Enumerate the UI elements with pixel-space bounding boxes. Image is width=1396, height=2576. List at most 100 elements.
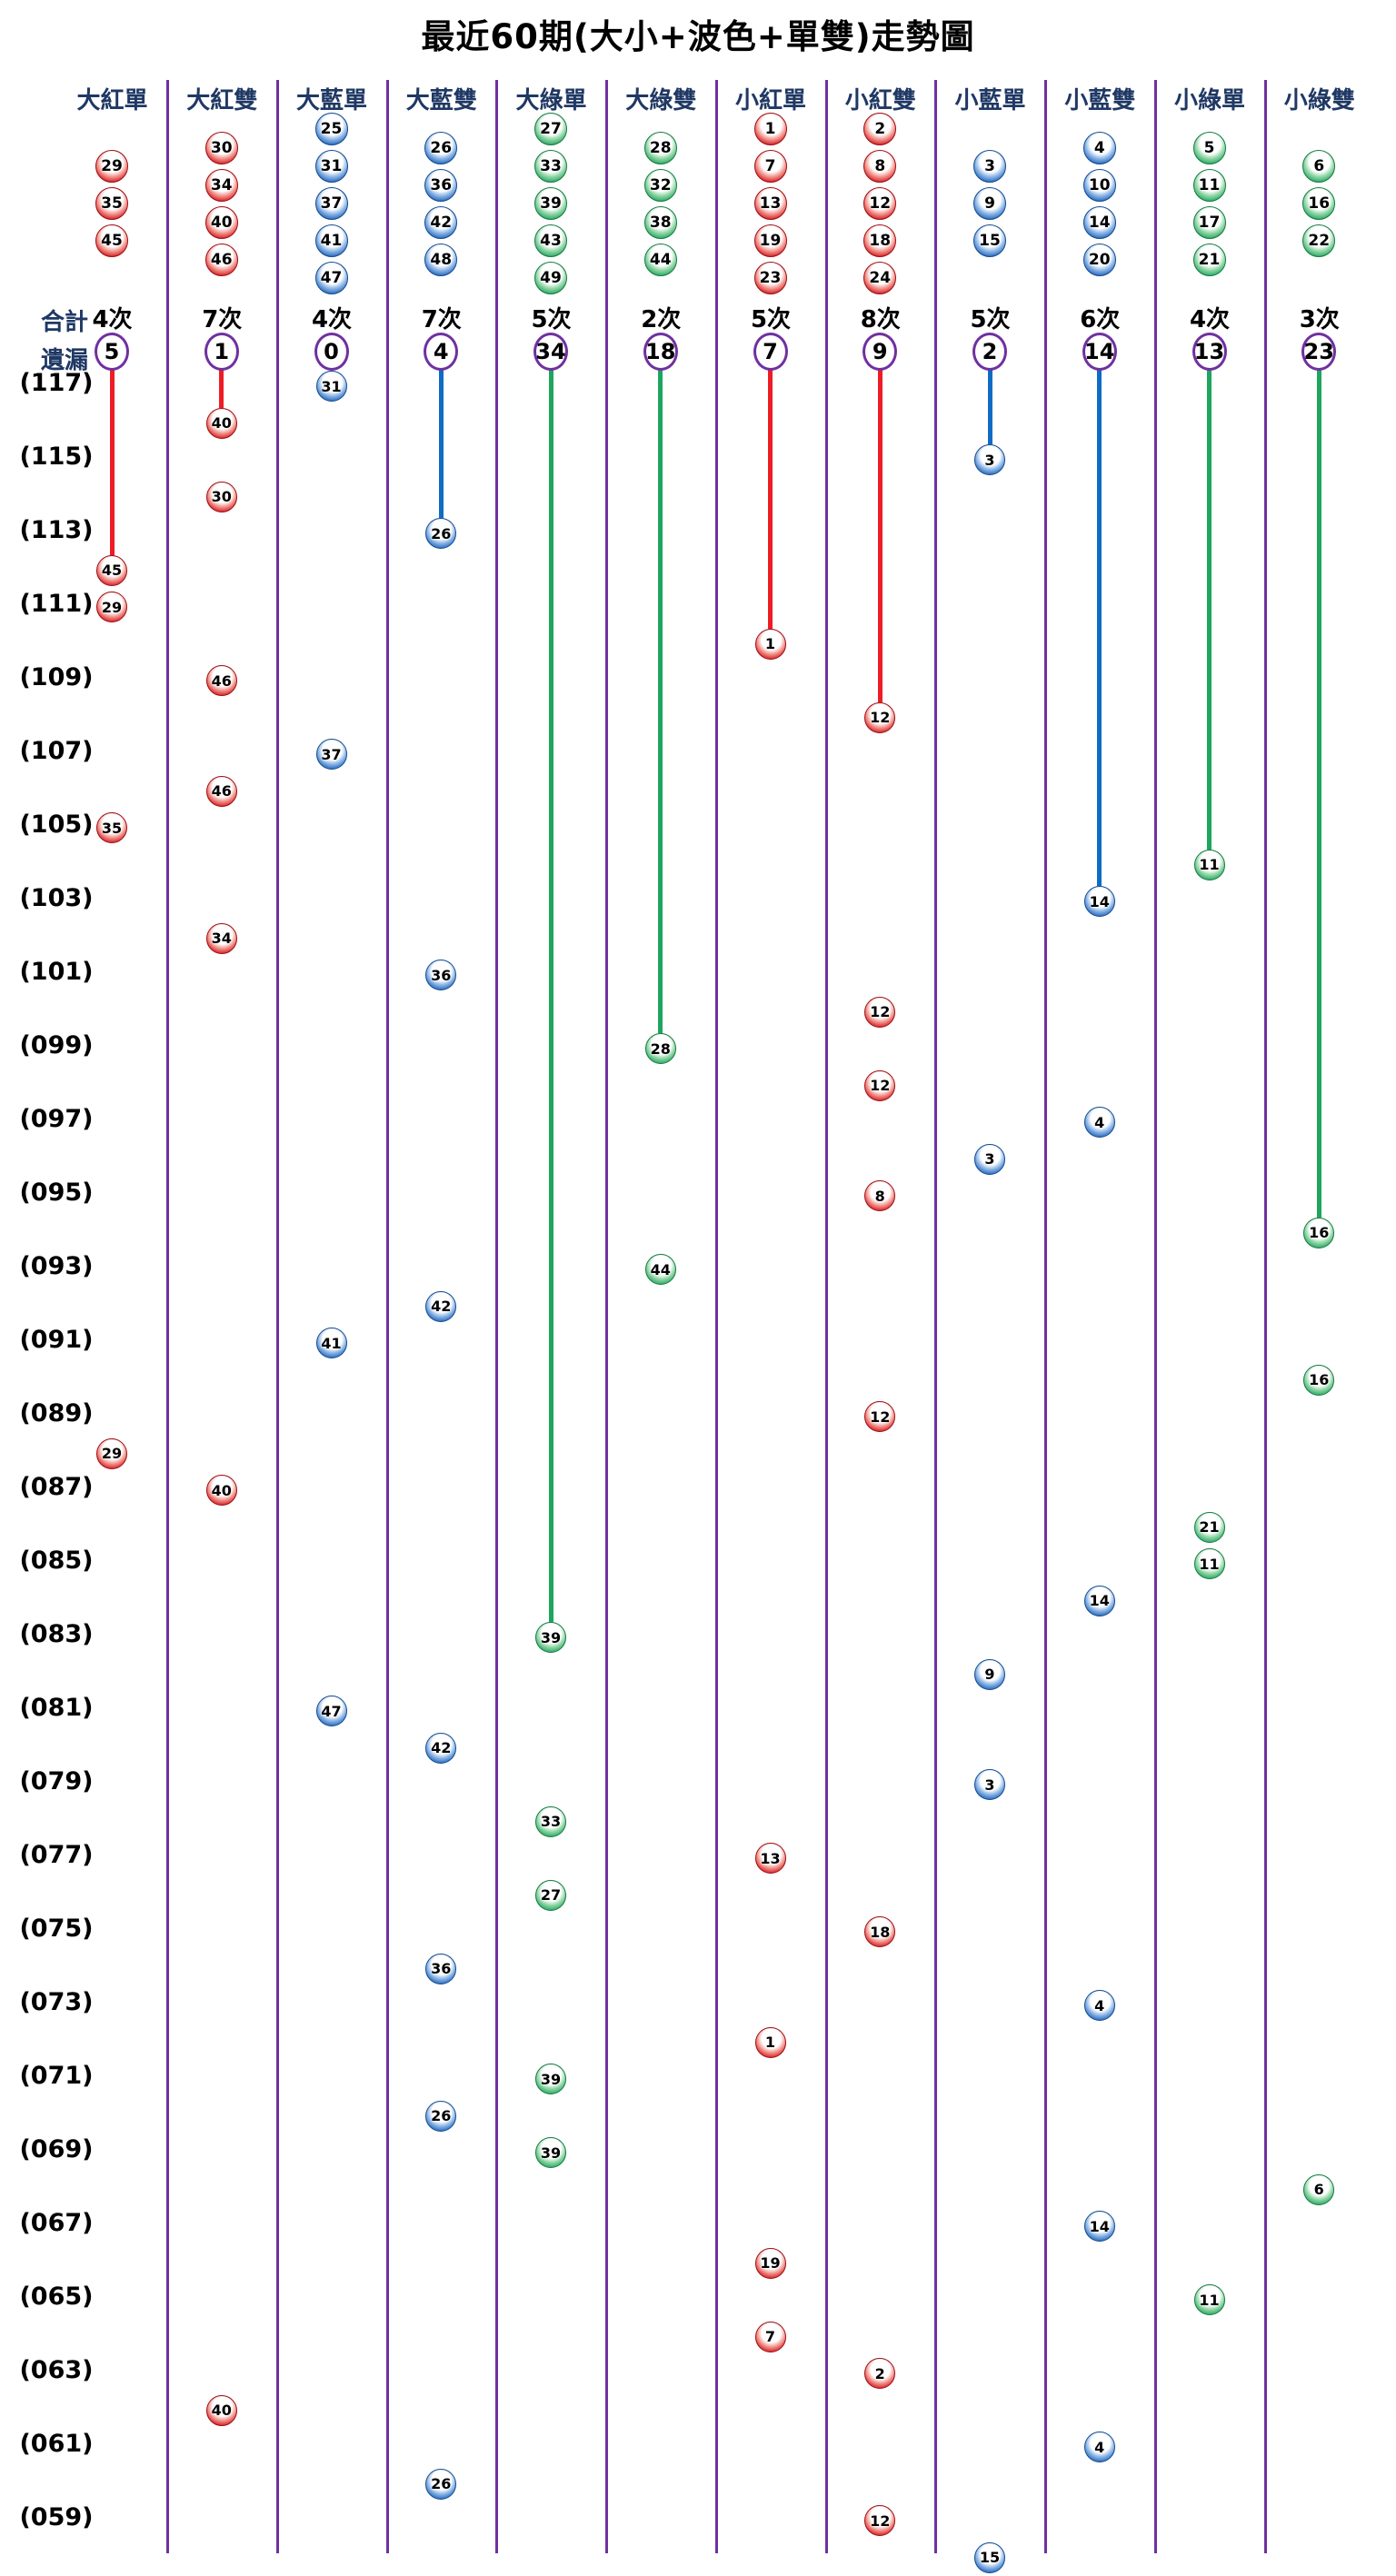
header-ball: 45 (95, 224, 128, 257)
row-label: (063) (19, 2356, 94, 2384)
draw-ball: 19 (754, 2247, 786, 2279)
column-header-8: 小紅雙 (844, 87, 916, 114)
header-ball: 46 (204, 243, 238, 276)
header-ball: 3 (973, 150, 1006, 183)
draw-ball: 12 (864, 1069, 896, 1101)
column-header-5: 大綠單 (515, 87, 587, 114)
draw-ball: 26 (425, 2468, 457, 2500)
draw-ball: 1 (754, 2026, 786, 2058)
draw-ball: 31 (315, 371, 347, 402)
draw-ball: 26 (425, 2100, 457, 2132)
draw-ball: 28 (644, 1033, 676, 1064)
draw-ball: 4 (1083, 1107, 1115, 1138)
draw-ball: 11 (1193, 849, 1225, 880)
trend-line (768, 369, 773, 629)
draw-ball: 13 (754, 1843, 786, 1874)
draw-ball: 35 (96, 812, 127, 843)
header-ball: 32 (643, 168, 677, 202)
draw-ball: 4 (1083, 2432, 1115, 2462)
column-separator (714, 80, 718, 2553)
header-ball: 25 (314, 113, 348, 145)
header-ball: 21 (1192, 243, 1226, 276)
count-label: 5次 (531, 306, 572, 333)
miss-circle: 9 (863, 333, 898, 371)
header-ball: 14 (1082, 205, 1116, 239)
draw-ball: 3 (974, 1769, 1005, 1800)
header-ball: 20 (1082, 243, 1116, 276)
header-ball: 28 (643, 131, 677, 164)
count-label: 8次 (860, 306, 901, 333)
column-separator (1153, 80, 1157, 2553)
count-label: 4次 (92, 306, 133, 333)
column-header-11: 小綠單 (1173, 87, 1245, 114)
miss-row-label: 遺漏 (40, 347, 88, 374)
draw-ball: 14 (1083, 2211, 1115, 2242)
draw-ball: 26 (425, 518, 457, 549)
header-ball: 26 (424, 131, 458, 164)
draw-ball: 12 (864, 1401, 896, 1432)
row-label: (073) (19, 1988, 94, 2016)
header-ball: 38 (643, 205, 677, 239)
draw-ball: 16 (1303, 1364, 1335, 1396)
draw-ball: 39 (535, 1622, 566, 1653)
draw-ball: 37 (315, 739, 347, 770)
draw-ball: 39 (535, 2064, 566, 2094)
header-ball: 8 (863, 150, 897, 183)
header-ball: 48 (424, 243, 458, 276)
header-ball: 27 (534, 113, 567, 145)
miss-circle: 0 (314, 333, 349, 371)
draw-ball: 8 (864, 1180, 896, 1211)
header-ball: 29 (95, 150, 128, 183)
row-label: (105) (19, 811, 94, 839)
trend-line (1207, 369, 1212, 850)
header-ball: 41 (314, 224, 348, 257)
header-ball: 4 (1082, 131, 1116, 164)
column-separator (1263, 80, 1267, 2553)
row-label: (115) (19, 443, 94, 471)
row-label: (113) (19, 516, 94, 544)
draw-ball: 1 (754, 628, 786, 660)
row-label: (075) (19, 1915, 94, 1943)
draw-ball: 29 (96, 1437, 127, 1469)
draw-ball: 44 (644, 1254, 676, 1285)
header-ball: 31 (314, 150, 348, 183)
header-ball: 24 (863, 262, 897, 294)
column-separator (495, 80, 499, 2553)
draw-ball: 30 (205, 481, 237, 512)
draw-ball: 36 (425, 960, 457, 990)
count-label: 6次 (1080, 306, 1121, 333)
header-ball: 15 (973, 224, 1006, 257)
header-ball: 22 (1302, 224, 1336, 257)
row-label: (083) (19, 1620, 94, 1648)
draw-ball: 42 (425, 1732, 457, 1764)
header-ball: 43 (534, 224, 567, 257)
draw-ball: 33 (535, 1805, 566, 1837)
row-label: (099) (19, 1031, 94, 1059)
trend-line (109, 369, 115, 555)
row-label: (065) (19, 2283, 94, 2311)
row-label: (095) (19, 1179, 94, 1207)
row-label: (103) (19, 884, 94, 912)
draw-ball: 3 (974, 1143, 1005, 1175)
trend-line (438, 369, 444, 518)
row-label: (079) (19, 1767, 94, 1795)
draw-ball: 12 (864, 996, 896, 1028)
header-ball: 1 (753, 113, 787, 145)
row-label: (111) (19, 590, 94, 618)
draw-ball: 3 (974, 444, 1005, 475)
miss-circle: 1 (204, 333, 239, 371)
header-ball: 5 (1192, 131, 1226, 164)
trend-line (219, 369, 224, 408)
draw-ball: 27 (535, 1879, 566, 1911)
row-label: (097) (19, 1105, 94, 1133)
row-label: (109) (19, 663, 94, 691)
miss-circle: 23 (1301, 333, 1337, 371)
row-label: (089) (19, 1399, 94, 1427)
draw-ball: 41 (315, 1328, 347, 1358)
header-ball: 35 (95, 187, 128, 220)
column-header-1: 大紅單 (76, 87, 148, 114)
count-label: 5次 (970, 306, 1011, 333)
row-label: (081) (19, 1694, 94, 1722)
row-label: (071) (19, 2062, 94, 2090)
